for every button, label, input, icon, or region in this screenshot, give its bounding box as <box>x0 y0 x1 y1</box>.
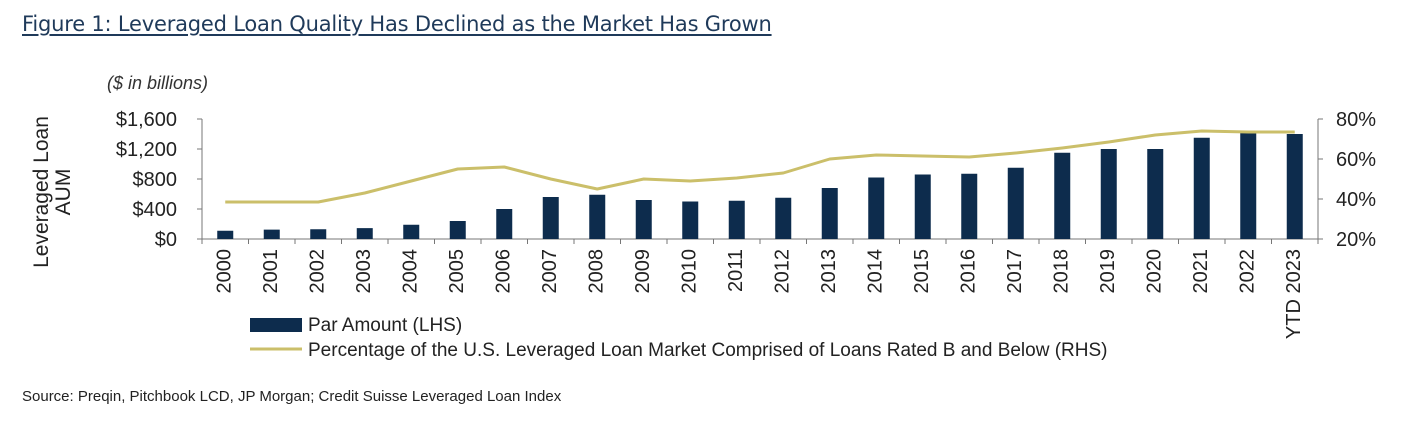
x-tick-label: 2004 <box>400 249 422 294</box>
left-tick-label: $1,200 <box>116 139 177 161</box>
x-tick-label: 2005 <box>446 249 468 294</box>
x-tick-label: 2022 <box>1237 249 1259 294</box>
chart-axes <box>197 118 1323 244</box>
bar-2006 <box>496 209 513 239</box>
x-tick-label: 2006 <box>493 249 515 294</box>
unit-note: ($ in billions) <box>107 73 209 93</box>
bar-2009 <box>635 200 652 239</box>
x-tick-label: 2001 <box>260 249 282 294</box>
x-tick-label: 2018 <box>1051 249 1073 294</box>
x-tick-label: 2007 <box>539 249 561 294</box>
right-tick-label: 40% <box>1336 189 1376 211</box>
y-axis-title-line: Leveraged Loan <box>30 116 53 268</box>
bar-2007 <box>542 197 559 239</box>
bar-2001 <box>263 229 280 239</box>
x-tick-label: 2012 <box>772 249 794 294</box>
x-tick-label: 2015 <box>911 249 933 294</box>
left-tick-label: $0 <box>155 229 177 251</box>
x-tick-label: 2021 <box>1190 249 1212 294</box>
bar-2015 <box>914 174 931 239</box>
x-tick-label: 2019 <box>1097 249 1119 294</box>
x-tick-label: 2010 <box>679 249 701 294</box>
y-axis-title-line: AUM <box>52 169 75 216</box>
bar-2013 <box>821 188 838 239</box>
right-tick-label: 20% <box>1336 229 1376 251</box>
legend-swatch-bar <box>250 318 302 332</box>
legend: Par Amount (LHS) Percentage of the U.S. L… <box>250 315 1108 361</box>
bar-2008 <box>589 194 606 239</box>
x-tick-label: 2020 <box>1144 249 1166 294</box>
bar-2017 <box>1007 167 1024 239</box>
legend-label-line: Percentage of the U.S. Leveraged Loan Ma… <box>308 340 1108 361</box>
bar-2021 <box>1193 137 1210 239</box>
x-tick-label: YTD 2023 <box>1283 249 1305 339</box>
x-tick-label: 2008 <box>586 249 608 294</box>
right-tick-label: 60% <box>1336 149 1376 171</box>
left-tick-label: $1,600 <box>116 109 177 131</box>
bar-2002 <box>310 229 327 239</box>
right-tick-label: 80% <box>1336 109 1376 131</box>
x-tick-label: 2002 <box>307 249 329 294</box>
x-tick-label: 2009 <box>632 249 654 294</box>
bar-2019 <box>1100 149 1117 239</box>
x-tick-label: 2013 <box>818 249 840 294</box>
bar-2004 <box>403 224 420 239</box>
x-tick-labels: 2000 2001 2002 2003 2004 2005 2006 2007 2008 2009… <box>214 249 1306 339</box>
bar-2022 <box>1240 132 1257 239</box>
bar-2012 <box>775 197 792 239</box>
bar-2005 <box>449 221 466 239</box>
x-tick-label: 2003 <box>353 249 375 294</box>
x-tick-label: 2017 <box>1004 249 1026 294</box>
bar-2011 <box>728 200 745 239</box>
bar-2020 <box>1147 149 1164 239</box>
bar-2003 <box>356 228 373 239</box>
figure-title: Figure 1: Leveraged Loan Quality Has Dec… <box>22 12 772 36</box>
bar-series <box>217 132 1303 239</box>
line-series <box>225 129 1295 204</box>
left-tick-label: $400 <box>133 199 178 221</box>
x-tick-label: 2011 <box>725 249 747 292</box>
rating-percentage-line <box>225 129 1295 204</box>
source-note: Source: Preqin, Pitchbook LCD, JP Morgan… <box>22 388 562 405</box>
bar-2016 <box>961 173 978 239</box>
leveraged-loan-chart: 2000 2001 2002 2003 2004 2005 2006 2007 2008 2009… <box>30 109 1376 361</box>
y-axis-title: Leveraged LoanAUM <box>30 116 75 268</box>
bar-2000 <box>217 230 234 239</box>
bar-ytd-2023 <box>1286 134 1303 239</box>
legend-label-bar: Par Amount (LHS) <box>308 315 462 336</box>
left-tick-label: $800 <box>133 169 178 191</box>
x-tick-label: 2014 <box>865 249 887 294</box>
x-tick-label: 2000 <box>214 249 236 294</box>
bar-2014 <box>868 177 885 239</box>
y-tick-labels: $0 $400 $800 $1,200 $1,600 20% 40% 60% 80% Levera… <box>30 109 1376 268</box>
x-tick-label: 2016 <box>958 249 980 294</box>
bar-2018 <box>1054 152 1071 239</box>
bar-2010 <box>682 201 699 239</box>
